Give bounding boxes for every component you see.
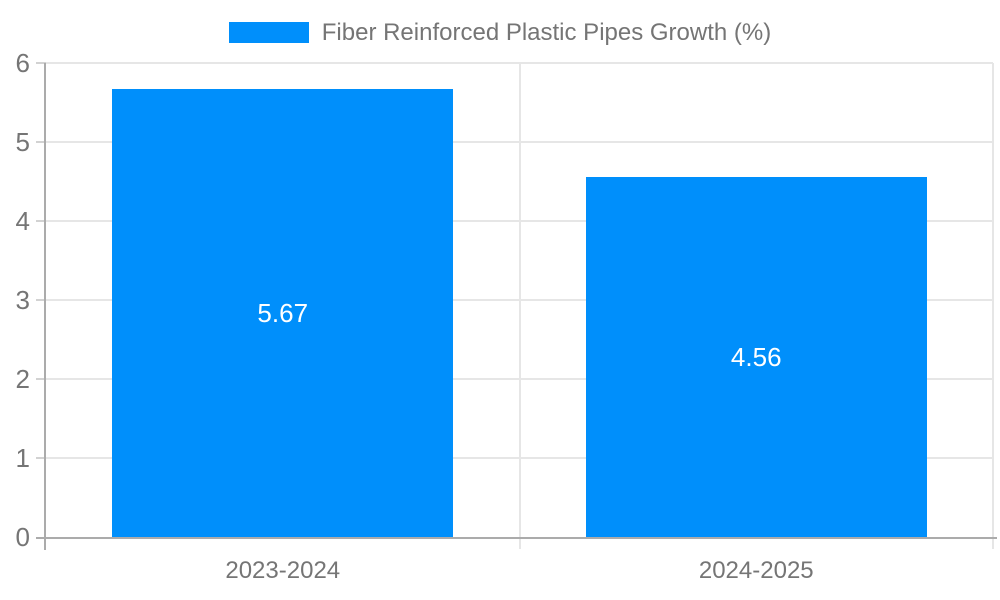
bar-value-label: 4.56 [730,341,782,372]
y-axis-tick [36,457,46,459]
y-axis-tick [36,62,46,64]
y-axis-tick-label: 5 [15,127,30,157]
y-axis-tick-label: 2 [15,364,30,394]
bar[interactable] [585,176,927,537]
legend[interactable]: Fiber Reinforced Plastic Pipes Growth (%… [0,19,1000,46]
y-axis-tick [36,220,46,222]
legend-swatch [228,22,309,43]
x-axis-category-label: 2023-2024 [225,557,341,584]
y-axis-tick [36,141,46,143]
y-axis-line [44,63,46,550]
plot-right-border [992,63,994,549]
y-axis-tick [36,378,46,380]
legend-label: Fiber Reinforced Plastic Pipes Growth (%… [321,19,772,46]
y-axis-tick [36,299,46,301]
y-axis-tick-label: 3 [15,285,30,315]
bar-value-label: 5.67 [257,298,309,329]
y-axis-tick-label: 4 [15,206,30,236]
x-axis-line [36,537,997,539]
category-separator-line [518,63,521,549]
y-axis-tick-label: 0 [15,522,30,552]
y-axis-tick-label: 1 [15,443,30,473]
x-axis-category-label: 2024-2025 [698,557,814,584]
bar[interactable] [112,89,454,537]
y-axis-tick-label: 6 [15,48,30,78]
